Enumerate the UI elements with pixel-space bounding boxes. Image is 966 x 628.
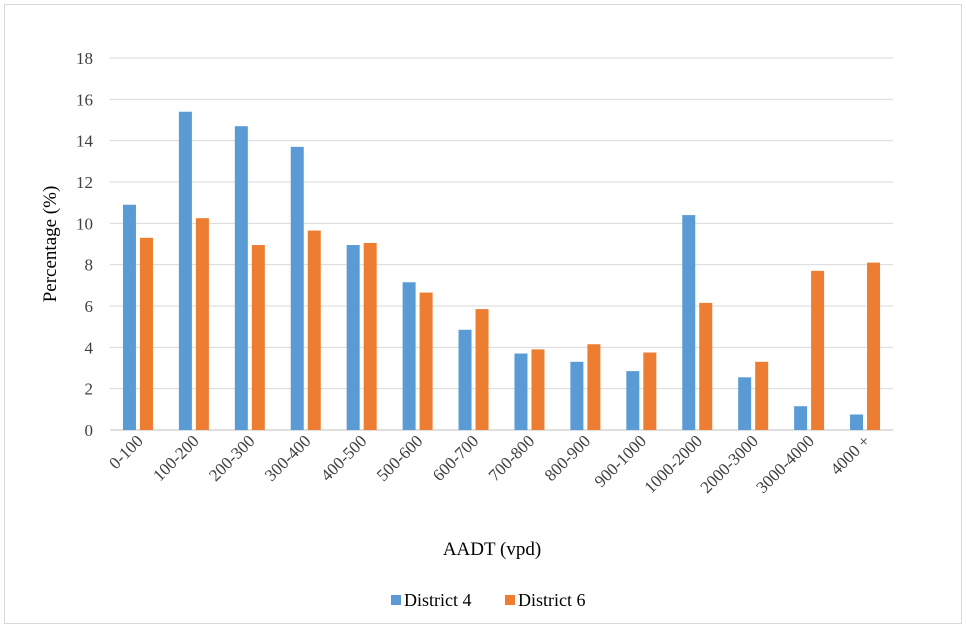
bar-district-4 xyxy=(682,215,696,430)
bar-district-4 xyxy=(234,126,248,430)
x-axis-title: AADT (vpd) xyxy=(443,539,541,560)
bar-district-4 xyxy=(850,414,864,430)
bar-district-6 xyxy=(811,270,825,430)
bar-district-6 xyxy=(699,302,713,430)
bar-district-6 xyxy=(867,262,881,430)
y-tick-label: 4 xyxy=(85,338,94,357)
bar-district-4 xyxy=(178,111,192,430)
x-tick-label: 2000-3000 xyxy=(696,431,762,497)
bar-district-6 xyxy=(475,309,489,430)
y-axis-ticks: 0 2 4 6 8 10 12 14 16 18 xyxy=(76,49,94,440)
y-tick-label: 8 xyxy=(85,256,94,275)
x-axis-ticks: 0-100 100-200 200-300 300-400 400-500 500-600… xyxy=(105,431,874,497)
x-tick-label: 500-600 xyxy=(373,431,427,485)
bar-district-4 xyxy=(458,329,472,430)
x-tick-label: 300-400 xyxy=(261,431,315,485)
bar-district-6 xyxy=(755,361,769,430)
bar-district-6 xyxy=(195,218,209,430)
x-tick-label: 200-300 xyxy=(205,431,259,485)
bar-district-6 xyxy=(363,242,377,430)
y-tick-label: 10 xyxy=(76,214,93,233)
bar-district-6 xyxy=(643,352,657,430)
x-tick-label: 100-200 xyxy=(149,431,203,485)
bar-district-4 xyxy=(290,146,304,430)
bar-district-6 xyxy=(531,349,545,430)
legend-label-district-6: District 6 xyxy=(518,590,586,610)
y-tick-label: 18 xyxy=(76,49,93,68)
y-tick-label: 2 xyxy=(85,380,94,399)
bar-district-6 xyxy=(587,344,601,430)
bar-district-4 xyxy=(346,245,360,430)
y-tick-label: 14 xyxy=(76,132,94,151)
x-tick-label: 4000 + xyxy=(827,431,874,478)
x-tick-label: 1000-2000 xyxy=(641,431,707,497)
bar-district-6 xyxy=(307,230,321,430)
bar-district-4 xyxy=(738,377,752,430)
legend-swatch-district-6 xyxy=(505,595,515,605)
bars xyxy=(122,111,881,430)
bar-district-4 xyxy=(570,361,584,430)
y-axis-title: Percentage (%) xyxy=(40,186,61,303)
bar-district-4 xyxy=(514,353,528,430)
legend-label-district-4: District 4 xyxy=(404,590,472,610)
x-tick-label: 800-900 xyxy=(541,431,595,485)
y-tick-label: 6 xyxy=(85,297,94,316)
x-tick-label: 3000-4000 xyxy=(752,431,818,497)
legend-swatch-district-4 xyxy=(391,595,401,605)
x-tick-label: 400-500 xyxy=(317,431,371,485)
legend: District 4 District 6 xyxy=(391,590,586,610)
x-tick-label: 700-800 xyxy=(485,431,539,485)
bar-district-4 xyxy=(402,282,416,430)
y-tick-label: 0 xyxy=(85,421,94,440)
x-tick-label: 600-700 xyxy=(429,431,483,485)
bar-district-6 xyxy=(139,237,153,430)
bar-district-4 xyxy=(626,371,640,430)
y-tick-label: 16 xyxy=(76,90,93,109)
bar-district-4 xyxy=(794,406,808,430)
y-tick-label: 12 xyxy=(76,173,93,192)
bar-district-6 xyxy=(251,245,265,430)
x-tick-label: 0-100 xyxy=(105,431,146,472)
bar-district-6 xyxy=(419,292,433,430)
bar-district-4 xyxy=(122,204,136,430)
gridlines xyxy=(110,57,893,431)
